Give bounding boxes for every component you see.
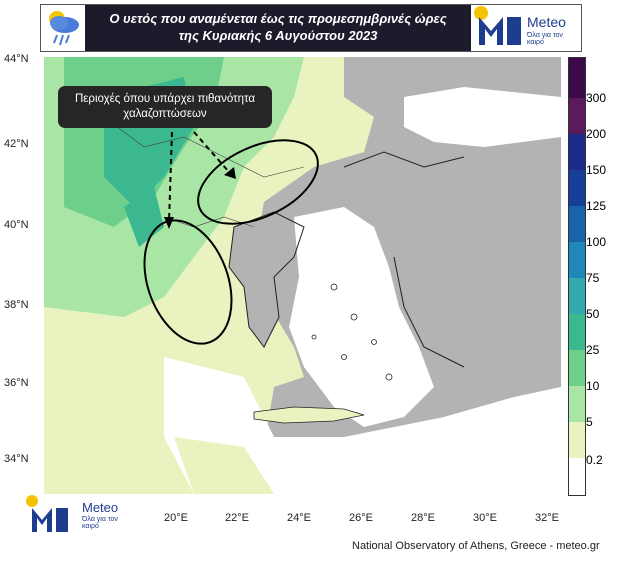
callout-line-2: χαλαζοπτώσεων [123, 108, 207, 120]
cb-label-5: 5 [586, 415, 593, 429]
lat-label-38: 38°N [4, 299, 29, 311]
coastline-turkey-north [343, 151, 465, 168]
island [371, 339, 377, 345]
header-banner: Ο υετός που αναμένεται έως τις προμεσημβ… [40, 4, 582, 52]
lon-label-20: 20°E [164, 512, 188, 524]
colorbar [568, 57, 586, 496]
border-line [103, 116, 305, 178]
cb-band [569, 350, 585, 386]
cb-band [569, 134, 585, 170]
cb-label-75: 75 [586, 271, 600, 285]
cb-band [569, 458, 585, 495]
precip-light-south [174, 437, 274, 494]
logo-tagline: Όλα για τον καιρό [527, 32, 563, 46]
cb-label-200: 200 [586, 127, 607, 141]
cb-band [569, 58, 585, 98]
cb-label-0-2: 0.2 [586, 453, 603, 467]
cb-band [569, 278, 585, 314]
title-line-2: της Κυριακής 6 Αυγούστου 2023 [178, 28, 378, 43]
meteo-logo-icon [474, 6, 521, 45]
island [330, 283, 338, 291]
hail-area-ellipse-north [197, 139, 319, 225]
sea-aegean [289, 207, 434, 427]
title-line-1: Ο υετός που αναμένεται έως τις προμεσημβ… [109, 11, 447, 26]
cb-label-10: 10 [586, 379, 600, 393]
credit-text: National Observatory of Athens, Greece -… [352, 540, 600, 552]
island [341, 354, 347, 360]
lon-label-26: 26°E [349, 512, 373, 524]
cb-label-150: 150 [586, 163, 607, 177]
cb-label-25: 25 [586, 343, 600, 357]
lon-label-28: 28°E [411, 512, 435, 524]
meteo-logo-icon [26, 495, 68, 532]
cb-band [569, 314, 585, 350]
cb-band [569, 386, 585, 422]
lon-label-30: 30°E [473, 512, 497, 524]
cb-band [569, 170, 585, 206]
logo-tagline-footer: Όλα για τον καιρό [82, 516, 118, 530]
border-line [163, 216, 255, 228]
lat-label-36: 36°N [4, 377, 29, 389]
hail-callout: Περιοχές όπου υπάρχει πιθανότητα χαλαζοπ… [58, 86, 272, 128]
cb-label-125: 125 [586, 199, 607, 213]
lat-label-42: 42°N [4, 138, 29, 150]
page-title: Ο υετός που αναμένεται έως τις προμεσημβ… [103, 10, 453, 44]
island-crete [253, 406, 365, 424]
lat-label-44: 44°N [4, 53, 29, 65]
cb-label-100: 100 [586, 235, 607, 249]
cb-label-50: 50 [586, 307, 600, 321]
callout-arrowhead-2 [224, 167, 236, 179]
callout-arrowhead-1 [164, 217, 174, 229]
cb-band [569, 98, 585, 134]
island [311, 334, 317, 340]
colorbar-scale [569, 58, 585, 495]
lat-label-34: 34°N [4, 453, 29, 465]
lon-label-32: 32°E [535, 512, 559, 524]
cb-band [569, 422, 585, 458]
lat-label-40: 40°N [4, 219, 29, 231]
sea-mediterranean [164, 357, 561, 494]
meteo-logo-header: Meteo Όλα για τον καιρό [471, 5, 581, 51]
cb-label-300: 300 [586, 91, 607, 105]
coastline-greece [228, 211, 305, 348]
rain-cloud-icon [41, 5, 85, 51]
meteo-logo-footer: Meteo Όλα για τον καιρό [24, 494, 134, 534]
logo-name-footer: Meteo [82, 500, 119, 515]
island [350, 313, 358, 321]
callout-arrow-1 [168, 131, 173, 223]
cb-band [569, 242, 585, 278]
lon-label-22: 22°E [225, 512, 249, 524]
lon-label-24: 24°E [287, 512, 311, 524]
sea-black [404, 87, 561, 147]
coastline-turkey-west [393, 256, 465, 368]
island [385, 373, 393, 381]
logo-name: Meteo [527, 14, 566, 30]
callout-line-1: Περιοχές όπου υπάρχει πιθανότητα [74, 93, 256, 105]
land-turkey [344, 152, 561, 387]
cb-band [569, 206, 585, 242]
